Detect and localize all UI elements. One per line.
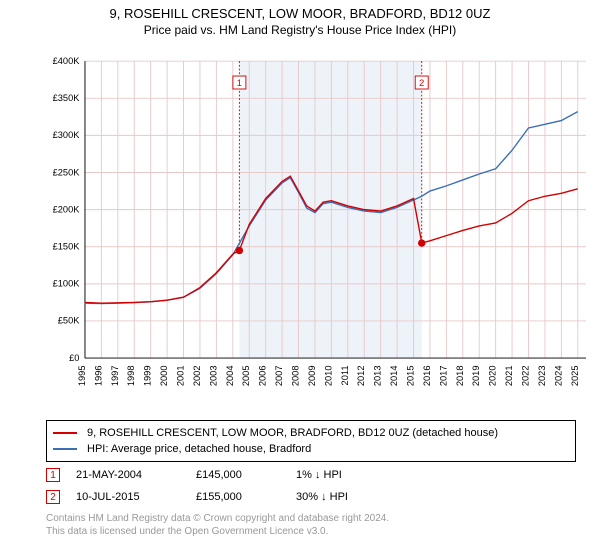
y-tick-label: £300K bbox=[53, 130, 81, 140]
footer-line1: Contains HM Land Registry data © Crown c… bbox=[46, 512, 576, 525]
y-tick-label: £200K bbox=[53, 204, 81, 214]
legend: 9, ROSEHILL CRESCENT, LOW MOOR, BRADFORD… bbox=[46, 420, 576, 462]
x-tick-label: 2018 bbox=[455, 366, 465, 387]
events-table: 1 21-MAY-2004£145,0001% ↓ HPI 2 10-JUL-2015… bbox=[46, 464, 576, 508]
x-tick-label: 2009 bbox=[307, 366, 317, 387]
legend-item: 9, ROSEHILL CRESCENT, LOW MOOR, BRADFORD… bbox=[53, 425, 569, 441]
x-tick-label: 1997 bbox=[110, 366, 120, 387]
event-price: £155,000 bbox=[196, 491, 296, 503]
x-tick-label: 2013 bbox=[373, 366, 383, 387]
event-row: 2 10-JUL-2015£155,00030% ↓ HPI bbox=[46, 486, 576, 508]
x-tick-label: 2002 bbox=[192, 366, 202, 387]
event-pct: 1% ↓ HPI bbox=[296, 469, 396, 481]
chart-title-line2: Price paid vs. HM Land Registry's House … bbox=[0, 23, 600, 37]
chart-title-line1: 9, ROSEHILL CRESCENT, LOW MOOR, BRADFORD… bbox=[0, 6, 600, 21]
x-tick-label: 2025 bbox=[570, 366, 580, 387]
x-tick-label: 2004 bbox=[225, 366, 235, 387]
legend-swatch bbox=[53, 432, 77, 434]
footer-attribution: Contains HM Land Registry data © Crown c… bbox=[46, 512, 576, 538]
x-tick-label: 2020 bbox=[488, 366, 498, 387]
x-tick-label: 2008 bbox=[291, 366, 301, 387]
x-tick-label: 2003 bbox=[208, 366, 218, 387]
event-marker-num: 2 bbox=[419, 78, 424, 88]
x-tick-label: 1999 bbox=[143, 366, 153, 387]
x-tick-label: 2000 bbox=[159, 366, 169, 387]
x-tick-label: 2021 bbox=[504, 366, 514, 387]
y-tick-label: £400K bbox=[53, 56, 81, 66]
footer-line2: This data is licensed under the Open Gov… bbox=[46, 525, 576, 538]
x-tick-label: 2023 bbox=[537, 366, 547, 387]
legend-label: 9, ROSEHILL CRESCENT, LOW MOOR, BRADFORD… bbox=[87, 427, 498, 439]
x-tick-label: 1998 bbox=[126, 366, 136, 387]
x-tick-label: 2017 bbox=[438, 366, 448, 387]
x-tick-label: 2011 bbox=[340, 366, 350, 386]
event-num-box: 2 bbox=[46, 490, 60, 504]
x-tick-label: 2024 bbox=[553, 366, 563, 387]
x-tick-label: 2015 bbox=[406, 366, 416, 387]
event-dot bbox=[418, 239, 425, 246]
legend-item: HPI: Average price, detached house, Brad… bbox=[53, 441, 569, 457]
x-tick-label: 2001 bbox=[176, 366, 186, 387]
y-tick-label: £50K bbox=[58, 316, 80, 326]
x-tick-label: 2016 bbox=[422, 366, 432, 387]
y-tick-label: £0 bbox=[69, 353, 79, 363]
y-tick-label: £350K bbox=[53, 93, 81, 103]
event-price: £145,000 bbox=[196, 469, 296, 481]
x-tick-label: 2005 bbox=[241, 366, 251, 387]
y-tick-label: £250K bbox=[53, 167, 81, 177]
event-row: 1 21-MAY-2004£145,0001% ↓ HPI bbox=[46, 464, 576, 486]
x-tick-label: 2006 bbox=[258, 366, 268, 387]
x-tick-label: 1995 bbox=[77, 366, 87, 387]
x-tick-label: 1996 bbox=[93, 366, 103, 387]
x-tick-label: 2022 bbox=[521, 366, 531, 387]
event-pct: 30% ↓ HPI bbox=[296, 491, 396, 503]
x-tick-label: 2010 bbox=[323, 366, 333, 387]
legend-label: HPI: Average price, detached house, Brad… bbox=[87, 443, 311, 455]
x-tick-label: 2019 bbox=[471, 366, 481, 387]
event-marker-num: 1 bbox=[237, 78, 242, 88]
x-tick-label: 2012 bbox=[356, 366, 366, 387]
x-tick-label: 2007 bbox=[274, 366, 284, 387]
event-date: 21-MAY-2004 bbox=[76, 469, 196, 481]
y-tick-label: £150K bbox=[53, 242, 81, 252]
event-num-box: 1 bbox=[46, 468, 60, 482]
price-chart: £0 £50K £100K £150K £200K £250K £300K £350K £400… bbox=[46, 48, 586, 413]
y-tick-label: £100K bbox=[53, 279, 81, 289]
event-dot bbox=[236, 247, 243, 254]
event-date: 10-JUL-2015 bbox=[76, 491, 196, 503]
legend-swatch bbox=[53, 448, 77, 450]
x-tick-label: 2014 bbox=[389, 366, 399, 387]
